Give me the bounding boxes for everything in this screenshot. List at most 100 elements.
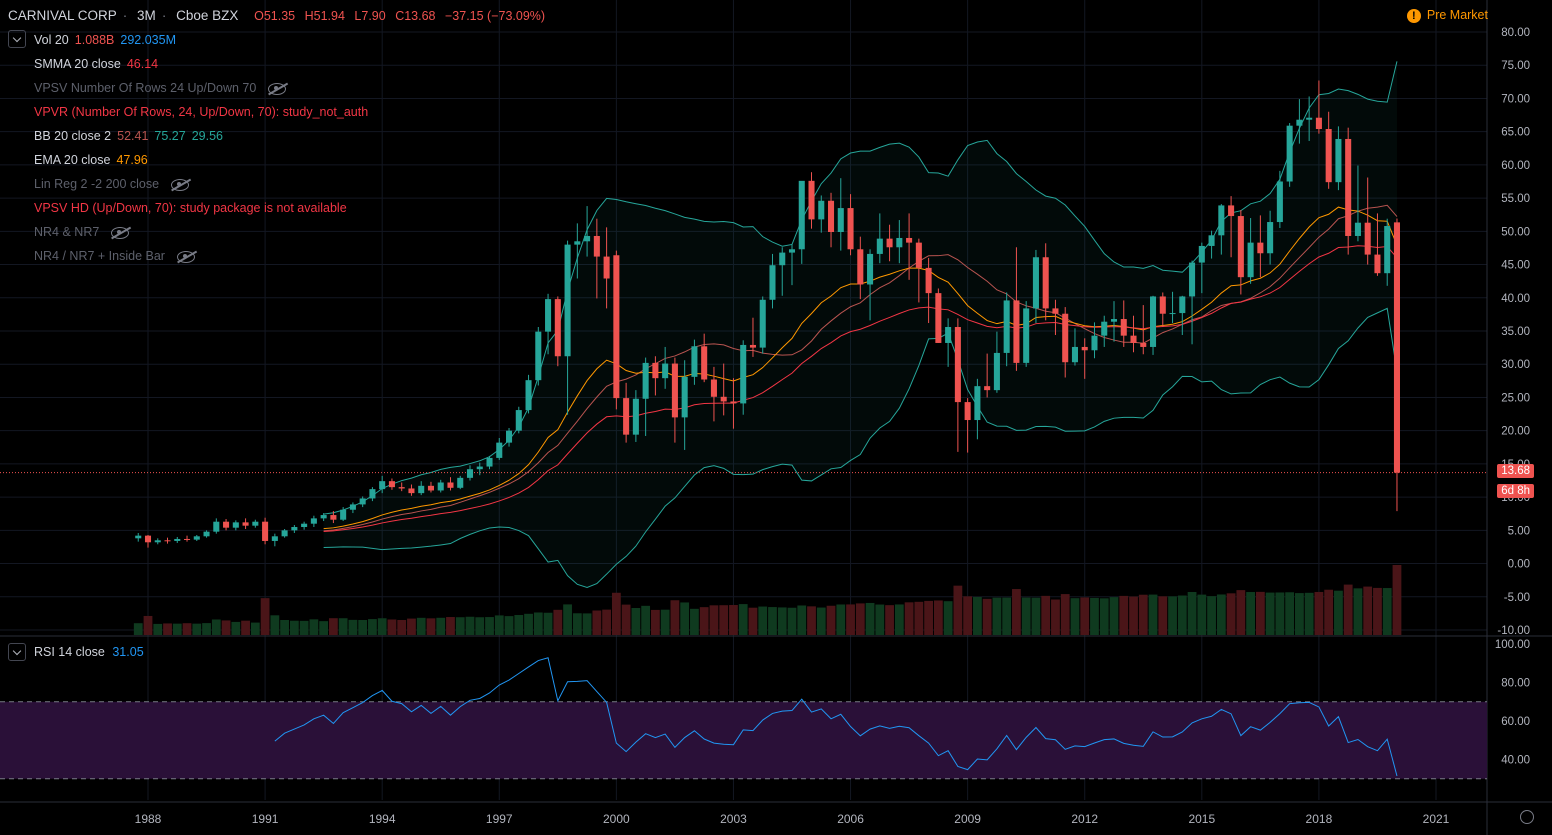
candle-body [974,386,981,421]
price-axis-label: 5.00 [1508,525,1530,537]
volume-bar [485,617,494,635]
candle-body [867,253,874,285]
rsi-axis-label: 60.00 [1501,716,1530,728]
volume-bar [1236,590,1246,635]
volume-bar [719,605,729,635]
candle-body [935,293,942,343]
candle-body [1276,181,1283,223]
volume-bar [1255,591,1265,635]
candle-body [545,299,552,332]
candle-body [1130,335,1137,343]
candle-body [632,398,639,435]
volume-bar [777,607,787,635]
time-axis-label: 2006 [837,812,864,826]
candle-body [1208,235,1215,246]
collapse-legend-button[interactable] [8,30,26,48]
candle-body [798,180,805,250]
volume-bar [280,619,289,635]
price-axis-label: 45.00 [1501,260,1530,272]
candle-body [1062,313,1069,363]
bollinger-fill [323,61,1397,588]
time-axis[interactable]: 1988 1991 1994 1997 2000 2003 2006 2009 2012 2015… [135,812,1450,826]
candle-body [281,530,288,537]
price-axis-label: -10.00 [1497,625,1530,637]
volume-bar [553,609,563,635]
volume-bar [1138,594,1148,635]
volume-bar [436,617,446,635]
candle-body [1384,226,1391,274]
candle-body [1169,313,1176,315]
candle-body [574,241,581,245]
time-axis-label: 1991 [252,812,279,826]
settings-gear-icon[interactable] [1520,810,1534,824]
volume-bar [1334,590,1343,635]
volume-bar [1246,592,1255,635]
volume-bar [846,604,855,635]
volume-bar [1012,589,1021,635]
candle-body [593,235,600,257]
volume-bar [465,616,475,635]
volume-bar [348,619,358,635]
candle-body [1003,300,1010,353]
candle-body [525,380,532,411]
volume-bar [973,596,982,635]
price-axis-label: 75.00 [1501,60,1530,72]
volume-bar [1382,588,1392,635]
time-axis-label: 2009 [954,812,981,826]
volume-bar [1177,595,1187,635]
volume-bar [455,617,465,635]
volume-bar [1265,592,1275,635]
candle-body [457,477,464,488]
price-axis-label: 40.00 [1501,293,1530,305]
volume-bar [338,618,348,635]
volume-bar [826,605,836,635]
bollinger-basis-line [323,204,1398,532]
volume-bar [241,620,250,635]
volume-bar [621,604,631,635]
candle-body [954,327,961,403]
candle-body [1247,242,1254,278]
candle-body [359,498,366,505]
price-axis[interactable]: 80.00 75.00 70.00 65.00 60.00 55.00 50.00 45.00… [1497,27,1530,637]
volume-bar [1295,593,1304,635]
volume-bar [1119,595,1129,635]
candle-body [1335,138,1342,183]
premarket-badge[interactable]: ! Pre Market [1406,8,1488,23]
volume-bar [1090,597,1099,635]
candle-body [613,255,620,399]
candle-body [788,249,796,253]
candle-body [203,531,210,537]
volume-bars [133,565,1402,635]
volume-bar [309,619,319,635]
candle-body [252,521,259,526]
price-axis-label: 35.00 [1501,326,1530,338]
rsi-axis-label: 40.00 [1501,755,1530,767]
time-axis-label: 1988 [135,812,162,826]
rsi-legend[interactable]: RSI 14 close 31.05 [34,642,144,662]
volume-bar [1158,596,1168,635]
candle-body [1286,125,1293,182]
volume-bar [231,621,241,635]
volume-bar [1080,597,1090,635]
volume-bar [1363,586,1373,635]
candle-body [1315,117,1322,130]
time-axis-label: 2018 [1306,812,1333,826]
volume-bar [582,613,592,635]
candle-body [1042,257,1049,309]
candle-body [993,352,1000,391]
candle-body [1325,129,1332,183]
candle-body [1013,300,1020,363]
volume-bar [924,600,933,635]
volume-bar [1216,594,1226,635]
candle-body [506,430,513,443]
candle-body [515,410,522,431]
volume-bar [504,616,514,635]
volume-bar [397,619,407,635]
collapse-rsi-button[interactable] [8,643,26,661]
volume-bar [651,609,660,635]
candle-body [740,344,747,404]
volume-bar [836,604,846,635]
candle-body [535,331,542,381]
